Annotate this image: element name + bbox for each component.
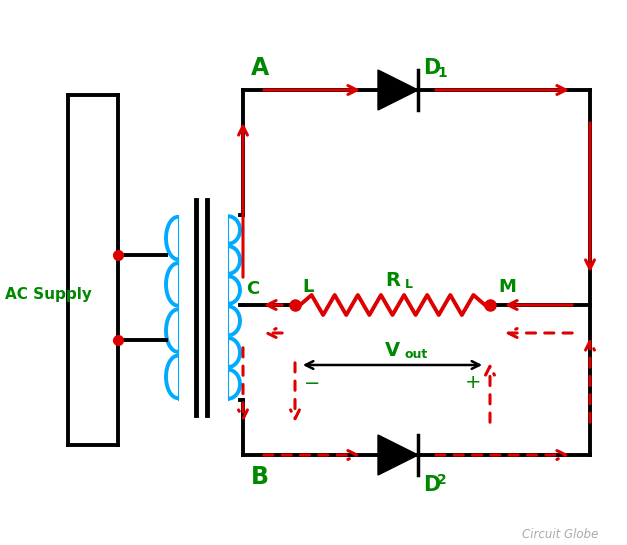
Text: +: + — [465, 373, 482, 392]
Text: −: − — [304, 373, 320, 392]
Text: A: A — [251, 56, 269, 80]
Text: 1: 1 — [437, 66, 447, 80]
Text: out: out — [404, 348, 428, 361]
Polygon shape — [378, 70, 418, 110]
Text: AC Supply: AC Supply — [5, 288, 92, 302]
Text: R: R — [385, 271, 400, 290]
Text: D: D — [423, 475, 440, 495]
Text: L: L — [302, 278, 314, 296]
Text: B: B — [251, 465, 269, 489]
Text: 2: 2 — [437, 473, 447, 487]
Text: Circuit Globe: Circuit Globe — [522, 529, 598, 542]
Polygon shape — [378, 435, 418, 475]
Text: C: C — [246, 280, 259, 298]
Text: V: V — [385, 342, 400, 360]
Text: L: L — [404, 278, 413, 292]
Text: D: D — [423, 58, 440, 78]
Text: M: M — [498, 278, 516, 296]
